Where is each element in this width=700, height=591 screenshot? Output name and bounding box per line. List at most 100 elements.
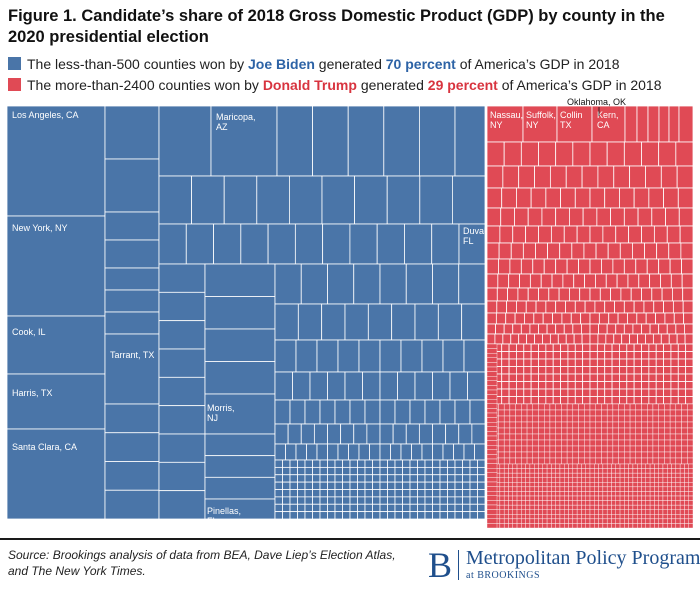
county-cell-1032: [578, 433, 585, 441]
county-cell-714: [619, 366, 628, 375]
county-cell-1885: [486, 422, 498, 428]
county-cell-672: [516, 358, 525, 367]
county-cell-313: [274, 503, 283, 513]
county-cell-1079: [641, 439, 648, 447]
county-cell-1793: [576, 518, 582, 524]
legend-biden-pre: The less-than-500 counties won by: [27, 56, 249, 72]
county-cell-1263: [568, 468, 574, 474]
county-cell-434: [550, 225, 565, 244]
county-cell-1824: [503, 523, 509, 529]
county-cell-377: [520, 141, 539, 167]
county-cell-1162: [498, 457, 505, 465]
county-cell-1493: [525, 491, 531, 497]
county-cell-617: [523, 343, 532, 352]
county-cell-254: [462, 481, 471, 490]
county-cell-1770: [684, 514, 689, 520]
county-cell-41: [158, 320, 206, 350]
county-cell-456: [619, 242, 633, 260]
county-cell-1127: [503, 451, 511, 459]
county-cell-384: [641, 141, 660, 167]
county-cell-450: [547, 242, 561, 260]
county-cell-686: [619, 358, 628, 367]
county-cell-1084: [669, 439, 677, 447]
county-cell-802: [648, 388, 657, 397]
county-cell-470: [578, 258, 591, 275]
county-cell-1795: [585, 518, 591, 524]
county-cell-755: [508, 381, 517, 390]
county-cell-1807: [637, 518, 642, 524]
county-cell-1784: [538, 518, 543, 524]
county-cell-429: [486, 225, 501, 244]
county-cell-1798: [598, 518, 604, 524]
county-cell-164: [417, 459, 426, 468]
county-cell-1146: [612, 451, 619, 459]
county-cell-1353: [542, 477, 548, 483]
county-cell-628: [604, 343, 613, 352]
county-cell-1404: [555, 482, 561, 488]
county-cell-708: [574, 366, 584, 375]
county-cell-727: [508, 373, 517, 382]
county-cell-923: [572, 415, 579, 423]
county-cell-1265: [576, 468, 582, 474]
county-cell-890: [589, 409, 596, 417]
county-cell-1150: [635, 451, 642, 459]
county-cell-156: [357, 459, 366, 468]
county-cell-740: [604, 373, 613, 382]
county-cell-1203: [516, 463, 522, 469]
county-cell-1126: [498, 451, 505, 459]
county-cell-1659: [619, 504, 625, 510]
county-cell-190: [402, 466, 411, 476]
county-cell-1218: [581, 463, 586, 469]
county-cell-1170: [544, 457, 551, 465]
county-cell-1496: [538, 491, 543, 497]
county-cell-644: [516, 351, 525, 360]
county-cell-1515: [619, 491, 625, 497]
county-cell-255: [469, 481, 478, 490]
county-cell-295: [349, 496, 358, 505]
county-cell-1805: [628, 518, 634, 524]
county-cell-108: [469, 399, 486, 425]
county-cell-1563: [619, 495, 625, 501]
county-cell-1657: [611, 504, 616, 510]
county-cell-1219: [585, 463, 591, 469]
county-cell-596: [565, 333, 575, 345]
county-cell-952: [532, 421, 539, 429]
county-morris: [204, 393, 276, 435]
county-cell-1620: [658, 500, 664, 506]
county-cell-766: [589, 381, 598, 390]
county-cell-1374: [632, 477, 638, 483]
county-cell-1647: [568, 504, 574, 510]
county-cell-151: [319, 459, 328, 468]
county-cell-497: [670, 273, 683, 289]
county-cell-314: [282, 503, 291, 513]
county-cell-1183: [618, 457, 625, 465]
county-cell-1789: [559, 518, 565, 524]
county-cell-1192: [669, 457, 677, 465]
county-cell-771: [626, 381, 635, 390]
county-cell-11: [158, 105, 212, 177]
county-cell-1317: [594, 472, 599, 478]
county-cell-1031: [572, 433, 579, 441]
county-cell-1082: [658, 439, 665, 447]
county-cell-362: [432, 511, 441, 520]
county-cell-1367: [602, 477, 608, 483]
county-cell-1791: [568, 518, 574, 524]
county-cell-1709: [628, 509, 634, 515]
county-cell-1681: [508, 509, 513, 515]
county-cell-211: [349, 474, 358, 483]
county-cell-455: [607, 242, 621, 260]
county-cell-815: [538, 396, 547, 405]
county-cell-1057: [515, 439, 522, 447]
county-cell-1452: [555, 486, 561, 492]
county-cell-173: [274, 466, 283, 476]
county-cell-770: [619, 381, 628, 390]
county-cell-731: [538, 373, 547, 382]
county-cell-1096: [532, 445, 539, 453]
county-cell-996: [578, 427, 585, 435]
county-cell-408: [604, 187, 620, 209]
county-cell-773: [641, 381, 650, 390]
county-cell-131: [337, 443, 349, 461]
county-cell-62: [432, 263, 460, 305]
county-cell-884: [555, 409, 562, 417]
county-cell-969: [629, 421, 636, 429]
